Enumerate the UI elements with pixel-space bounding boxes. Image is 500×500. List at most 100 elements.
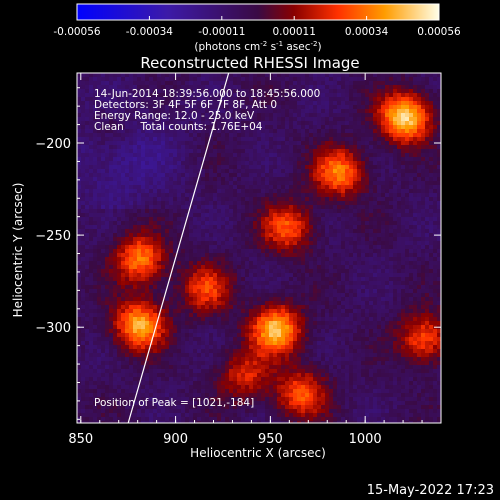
heatmap-pixel	[197, 181, 202, 186]
heatmap-pixel	[89, 165, 94, 170]
heatmap-pixel	[321, 241, 326, 246]
heatmap-pixel	[429, 173, 434, 178]
heatmap-pixel	[341, 109, 346, 114]
heatmap-pixel	[145, 153, 150, 158]
heatmap-pixel	[345, 97, 350, 102]
heatmap-pixel	[293, 249, 298, 254]
heatmap-pixel	[121, 177, 126, 182]
heatmap-pixel	[97, 289, 102, 294]
heatmap-pixel	[141, 109, 146, 114]
heatmap-pixel	[409, 121, 414, 126]
heatmap-pixel	[121, 253, 126, 258]
heatmap-pixel	[289, 77, 294, 82]
heatmap-pixel	[141, 201, 146, 206]
heatmap-pixel	[109, 197, 114, 202]
heatmap-pixel	[141, 285, 146, 290]
heatmap-pixel	[265, 249, 270, 254]
heatmap-pixel	[433, 265, 438, 270]
heatmap-pixel	[389, 85, 394, 90]
heatmap-pixel	[333, 73, 338, 78]
heatmap-pixel	[305, 137, 310, 142]
heatmap-pixel	[93, 245, 98, 250]
heatmap-pixel	[289, 261, 294, 266]
heatmap-pixel	[117, 233, 122, 238]
heatmap-pixel	[421, 265, 426, 270]
heatmap-pixel	[93, 273, 98, 278]
heatmap-pixel	[125, 205, 130, 210]
heatmap-pixel	[245, 165, 250, 170]
heatmap-pixel	[421, 109, 426, 114]
heatmap-pixel	[429, 249, 434, 254]
heatmap-pixel	[345, 265, 350, 270]
heatmap-pixel	[193, 125, 198, 130]
heatmap-pixel	[185, 97, 190, 102]
heatmap-pixel	[361, 193, 366, 198]
heatmap-pixel	[369, 141, 374, 146]
heatmap-pixel	[437, 173, 441, 178]
heatmap-pixel	[405, 149, 410, 154]
heatmap-pixel	[213, 161, 218, 166]
heatmap-pixel	[201, 229, 206, 234]
heatmap-pixel	[377, 221, 382, 226]
heatmap-pixel	[117, 245, 122, 250]
heatmap-pixel	[245, 201, 250, 206]
heatmap-pixel	[109, 141, 114, 146]
heatmap-pixel	[173, 137, 178, 142]
heatmap-pixel	[381, 161, 386, 166]
heatmap-pixel	[293, 269, 298, 274]
heatmap-pixel	[325, 265, 330, 270]
heatmap-pixel	[85, 201, 90, 206]
heatmap-pixel	[281, 213, 286, 218]
heatmap-pixel	[185, 181, 190, 186]
heatmap-pixel	[101, 121, 106, 126]
heatmap-pixel	[113, 221, 118, 226]
heatmap-pixel	[337, 217, 342, 222]
heatmap-pixel	[281, 209, 286, 214]
heatmap-pixel	[369, 269, 374, 274]
heatmap-pixel	[101, 177, 106, 182]
heatmap-pixel	[417, 217, 422, 222]
heatmap-pixel	[89, 73, 94, 78]
heatmap-pixel	[77, 217, 82, 222]
heatmap-pixel	[173, 121, 178, 126]
heatmap-pixel	[97, 93, 102, 98]
heatmap-pixel	[377, 209, 382, 214]
heatmap-pixel	[261, 285, 266, 290]
heatmap-pixel	[181, 169, 186, 174]
heatmap-pixel	[301, 117, 306, 122]
heatmap-pixel	[425, 145, 430, 150]
heatmap-pixel	[369, 273, 374, 278]
heatmap-pixel	[401, 97, 406, 102]
heatmap-pixel	[237, 285, 242, 290]
heatmap-pixel	[205, 273, 210, 278]
heatmap-pixel	[317, 161, 322, 166]
heatmap-pixel	[213, 189, 218, 194]
heatmap-pixel	[101, 193, 106, 198]
heatmap-pixel	[345, 113, 350, 118]
heatmap-pixel	[125, 117, 130, 122]
heatmap-pixel	[313, 73, 318, 78]
heatmap-pixel	[257, 277, 262, 282]
heatmap-pixel	[153, 217, 158, 222]
heatmap-pixel	[357, 153, 362, 158]
heatmap-pixel	[105, 201, 110, 206]
heatmap-pixel	[81, 133, 86, 138]
heatmap-pixel	[273, 257, 278, 262]
heatmap-pixel	[149, 241, 154, 246]
heatmap-pixel	[265, 237, 270, 242]
heatmap-pixel	[93, 153, 98, 158]
heatmap-pixel	[261, 101, 266, 106]
heatmap-pixel	[141, 157, 146, 162]
heatmap-pixel	[409, 125, 414, 130]
heatmap-pixel	[381, 277, 386, 282]
heatmap-pixel	[269, 149, 274, 154]
heatmap-pixel	[429, 237, 434, 242]
heatmap-pixel	[125, 217, 130, 222]
heatmap-pixel	[209, 85, 214, 90]
heatmap-pixel	[121, 73, 126, 78]
heatmap-pixel	[329, 165, 334, 170]
heatmap-pixel	[397, 245, 402, 250]
heatmap-pixel	[261, 233, 266, 238]
heatmap-pixel	[329, 261, 334, 266]
heatmap-pixel	[253, 177, 258, 182]
